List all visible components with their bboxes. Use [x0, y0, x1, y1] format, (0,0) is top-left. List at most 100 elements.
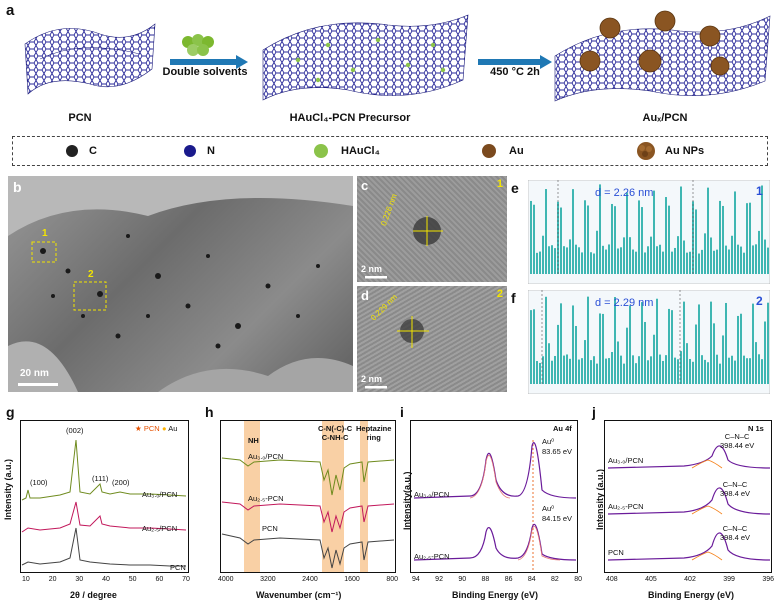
profile-bar [596, 230, 598, 274]
profile-bar [740, 246, 742, 274]
g-tick: 10 [22, 576, 30, 583]
panel-f-label: f [511, 290, 516, 306]
legend-item-c: C [65, 137, 97, 165]
xps-n-au30-fit [691, 459, 723, 469]
profile-bar [692, 361, 694, 384]
marker-f: 2 [756, 294, 763, 308]
profile-bar [686, 343, 688, 384]
i-series-au25: Au₂.₅-PCN [414, 552, 450, 561]
xps-n-plot [604, 420, 772, 573]
j-tick: 408 [606, 576, 618, 583]
profile-bar [578, 359, 580, 384]
profile-bar [764, 239, 766, 274]
g-legend-au-text: Au [168, 424, 178, 433]
profile-bar [746, 203, 748, 274]
i-tick: 82 [551, 576, 559, 583]
i-tick: 88 [481, 576, 490, 583]
profile-bar [611, 203, 613, 274]
profile-bar [611, 352, 613, 384]
profile-bar [680, 186, 682, 274]
profile-bar [677, 359, 679, 384]
profile-bar [590, 252, 592, 274]
profile-bar [677, 236, 679, 274]
arrow-2-icon [478, 55, 552, 69]
profile-bar [671, 251, 673, 274]
profile-bar [704, 233, 706, 274]
profile-bar [761, 185, 763, 274]
arrow-1-icon [170, 55, 248, 69]
i-series-au30: Au₃.₀/PCN [414, 490, 450, 499]
profile-bar [632, 355, 634, 384]
ftir-curve-au25 [221, 501, 395, 533]
profile-bar [734, 191, 736, 274]
i-tick: 84 [527, 576, 536, 583]
profile-bar [755, 342, 757, 384]
d-text-f: d = 2.29 nm [595, 297, 654, 309]
profile-bar [761, 359, 763, 384]
xps-n-au25-curve [607, 487, 771, 515]
h-tick: 4000 [218, 576, 234, 583]
j-annot-3: C–N–C 398.4 eV [720, 524, 750, 542]
profile-bar [650, 356, 652, 384]
profile-bar [575, 244, 577, 274]
arrow-1-label: Double solvents [162, 66, 248, 78]
profile-bar [728, 357, 730, 384]
i-tick: 86 [504, 576, 513, 583]
j-series-pcn: PCN [608, 548, 624, 557]
profile-bar [641, 302, 643, 384]
profile-bar [755, 244, 757, 274]
h-tick: 3200 [260, 576, 276, 583]
black-sphere-icon [66, 145, 78, 157]
profile-bar [764, 321, 766, 384]
profile-bar [530, 200, 532, 274]
profile-bar [584, 200, 586, 274]
profile-bar [749, 202, 751, 274]
profile-bar [752, 303, 754, 384]
profile-bar [659, 354, 661, 384]
profile-bar [578, 247, 580, 274]
profile-bar [566, 354, 568, 384]
profile-bar [653, 334, 655, 384]
ftir-curve-pcn [221, 533, 395, 569]
g-series-au25: Au₂.₅/PCN [142, 524, 178, 533]
peak-100: (100) [30, 478, 48, 487]
green-sphere-icon [314, 144, 328, 158]
band-nh: NH [248, 436, 259, 445]
profile-bar [590, 360, 592, 384]
profile-bar [569, 358, 571, 384]
j-annot-2: C–N–C 398.4 eV [720, 480, 750, 498]
j-tick: 399 [723, 576, 735, 583]
profile-bar [605, 249, 607, 274]
au-pcn-caption: Auₓ/PCN [642, 112, 688, 124]
profile-bar [689, 358, 691, 384]
legend-label-c: C [89, 145, 97, 157]
profile-bar [614, 206, 616, 274]
profile-bar [665, 355, 667, 384]
profile-bar [602, 245, 604, 274]
profile-bar [629, 305, 631, 384]
legend-label-n: N [207, 145, 215, 157]
j-ylabel: Intensity (a.u.) [595, 468, 605, 530]
profile-bar [758, 354, 760, 384]
profile-bar [539, 251, 541, 274]
profile-bar [599, 313, 601, 384]
profile-bar [767, 247, 769, 274]
xrd-plot [20, 420, 189, 573]
j-annot-1-energy: 398.44 eV [720, 441, 755, 450]
au-pcn-sheet-illustration [554, 10, 771, 102]
profile-bar [536, 252, 538, 274]
xps-au30-curve [413, 442, 577, 499]
profile-bar [716, 249, 718, 274]
tem-image-b: b 1 2 20 nm [8, 176, 353, 392]
profile-bar [626, 192, 628, 274]
panel-g-label: g [6, 404, 15, 420]
i-tick: 94 [412, 576, 420, 583]
profile-bar [653, 190, 655, 274]
j-annot-2-bond: C–N–C [722, 480, 748, 489]
j-xlabel: Binding Energy (eV) [648, 590, 735, 600]
j-annot-1-bond: C–N–C [724, 432, 750, 441]
legend-item-n: N [183, 137, 215, 165]
profile-bar [659, 244, 661, 274]
profile-bar [548, 246, 550, 274]
i-tick: 92 [435, 576, 443, 583]
